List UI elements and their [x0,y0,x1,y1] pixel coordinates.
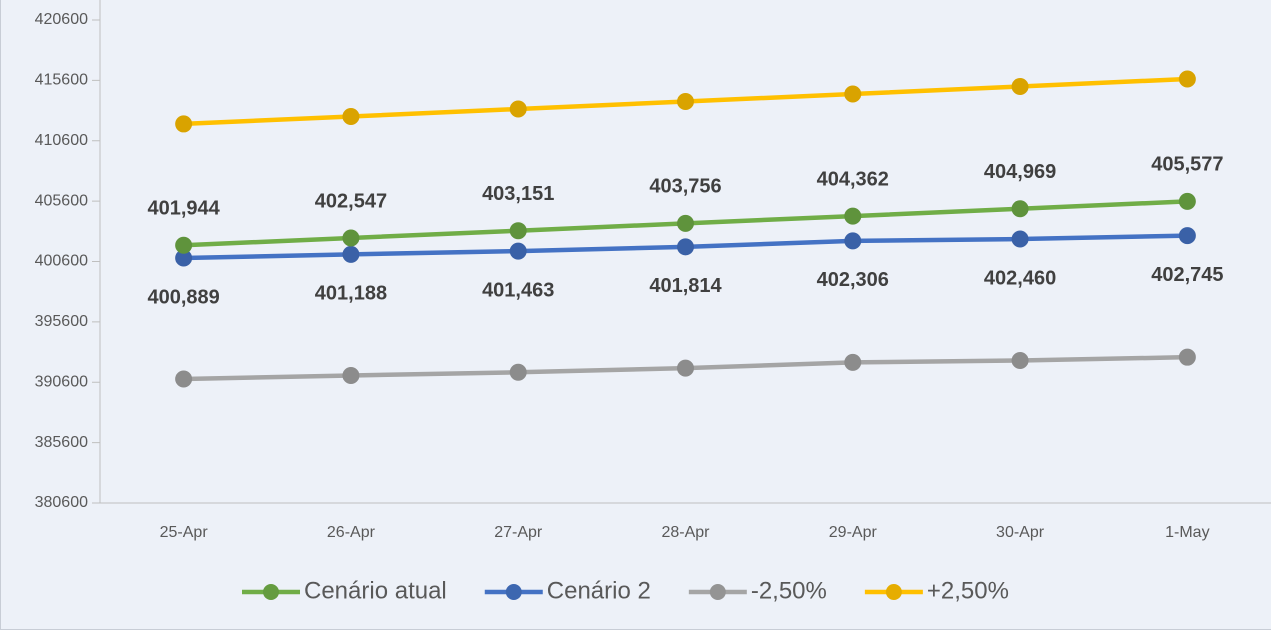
data-point [677,359,694,377]
data-label: 401,944 [147,198,220,220]
data-label: 401,188 [315,283,387,305]
data-point [844,232,862,250]
data-point [342,367,360,385]
legend-label: Cenário 2 [547,577,651,604]
data-point [1178,192,1196,210]
y-tick-label: 405600 [35,192,88,209]
data-point [1011,77,1029,95]
data-point [844,353,862,371]
x-tick-label: 1-May [1165,524,1209,541]
data-point [1178,70,1196,88]
y-tick-label: 385600 [35,434,88,451]
data-point [844,207,862,225]
data-label: 401,463 [482,279,554,301]
legend-swatch-marker [263,584,279,600]
y-tick-label: 380600 [35,494,88,511]
y-tick-label: 415600 [35,72,88,89]
data-point [342,107,360,125]
data-point [1011,230,1029,248]
data-label: 402,547 [315,190,387,212]
data-point [1011,200,1029,218]
x-tick-label: 30-Apr [996,524,1045,541]
data-point [175,115,193,133]
legend-swatch-marker [709,584,726,600]
y-tick-label: 420600 [35,11,88,28]
data-label: 400,889 [147,286,219,308]
y-tick-label: 395600 [35,313,88,330]
data-point [677,93,694,111]
data-point [1178,227,1196,245]
data-point [509,222,527,240]
legend-label: +2,50% [927,577,1009,604]
data-point [509,363,527,381]
legend-label: Cenário atual [304,577,447,604]
y-tick-label: 400600 [35,253,88,270]
data-point [342,229,360,247]
legend-label: -2,50% [751,577,827,604]
legend-swatch-marker [505,584,522,600]
x-tick-label: 27-Apr [494,524,543,541]
x-tick-label: 28-Apr [661,524,710,541]
data-point [677,238,694,256]
legend-swatch-marker [885,584,902,600]
data-point [1178,348,1196,366]
data-point [342,245,360,263]
y-tick-label: 390600 [35,373,88,390]
data-point [844,85,862,103]
data-point [677,214,694,232]
data-point [509,100,527,118]
data-label: 402,460 [984,267,1056,289]
data-label: 402,745 [1151,264,1223,286]
data-label: 401,814 [649,275,722,297]
x-tick-label: 26-Apr [327,524,376,541]
data-label: 403,151 [482,183,554,205]
data-label: 402,306 [817,269,889,291]
data-label: 404,969 [984,161,1056,183]
data-point [509,242,527,260]
data-point [1011,352,1029,370]
x-tick-label: 25-Apr [160,524,209,541]
y-tick-label: 410600 [35,132,88,149]
data-label: 405,577 [1151,154,1223,176]
data-label: 403,756 [649,176,721,198]
x-tick-label: 29-Apr [829,524,878,541]
data-point [175,236,193,254]
data-point [175,370,193,388]
data-label: 404,362 [817,168,889,190]
